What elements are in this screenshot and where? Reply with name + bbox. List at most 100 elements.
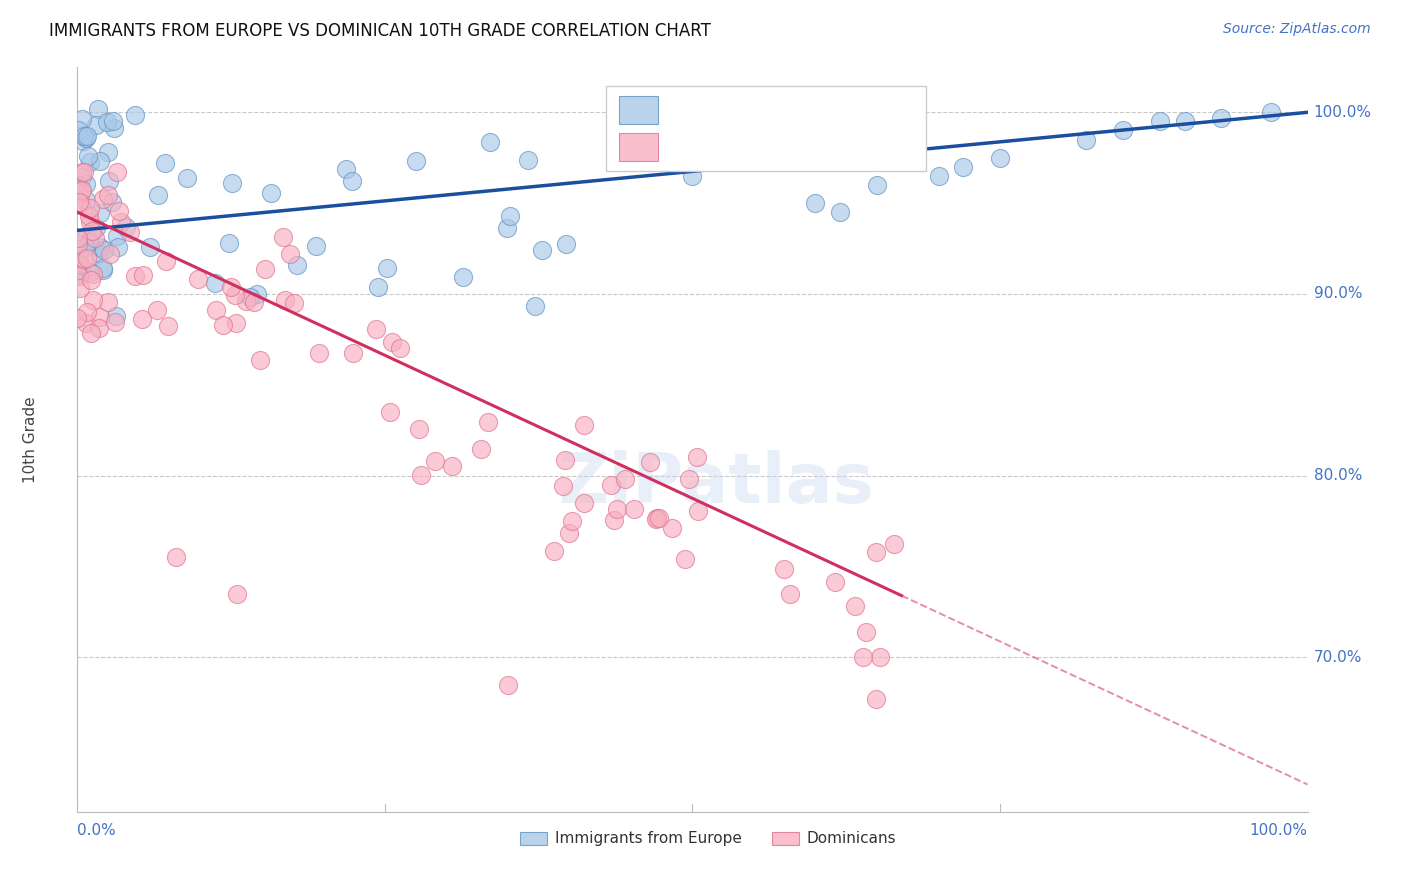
Point xyxy=(97,295,120,310)
Point xyxy=(381,334,404,349)
Point xyxy=(1174,114,1197,128)
Point xyxy=(156,318,179,333)
Point xyxy=(988,151,1011,165)
Text: ZiPatlas: ZiPatlas xyxy=(560,450,875,517)
Point xyxy=(82,267,104,281)
FancyBboxPatch shape xyxy=(772,832,800,846)
Point xyxy=(84,221,107,235)
Point xyxy=(89,239,111,253)
Point xyxy=(70,165,93,179)
Point xyxy=(67,268,90,282)
Point xyxy=(855,625,877,640)
Text: R =  0.355: R = 0.355 xyxy=(671,101,766,120)
Point xyxy=(89,206,111,220)
Point xyxy=(76,129,98,144)
Text: 10th Grade: 10th Grade xyxy=(22,396,38,483)
Point xyxy=(67,237,90,252)
Point xyxy=(558,526,581,541)
Point xyxy=(603,513,626,527)
Point xyxy=(865,691,887,706)
Point xyxy=(477,415,499,429)
Point xyxy=(97,174,120,188)
Point xyxy=(516,153,538,167)
Point xyxy=(224,288,246,302)
Point xyxy=(645,511,668,525)
Point xyxy=(165,550,187,565)
Point xyxy=(145,303,167,318)
Point xyxy=(779,587,801,601)
Point xyxy=(551,479,574,493)
Point xyxy=(271,230,294,244)
Point xyxy=(661,521,683,535)
Point xyxy=(67,258,90,272)
Point xyxy=(187,272,209,286)
Point xyxy=(87,246,110,260)
Point xyxy=(844,599,866,613)
Point xyxy=(342,346,364,360)
Text: Immigrants from Europe: Immigrants from Europe xyxy=(555,831,741,846)
Point xyxy=(824,575,846,590)
Point xyxy=(555,237,578,252)
Point xyxy=(772,562,794,576)
Point xyxy=(928,169,950,183)
Point xyxy=(572,418,595,433)
Point xyxy=(70,183,93,197)
Point xyxy=(105,310,128,324)
Point xyxy=(89,310,111,324)
Point xyxy=(105,229,128,244)
Point xyxy=(87,102,110,116)
Point xyxy=(69,184,91,198)
Point xyxy=(561,514,583,528)
Point xyxy=(93,192,115,206)
Point xyxy=(70,169,93,184)
Text: 90.0%: 90.0% xyxy=(1313,286,1362,301)
Point xyxy=(883,537,905,551)
Point xyxy=(335,161,357,176)
Point xyxy=(1112,123,1135,137)
Point xyxy=(139,240,162,254)
Text: Source: ZipAtlas.com: Source: ZipAtlas.com xyxy=(1223,22,1371,37)
Point xyxy=(499,210,522,224)
Text: IMMIGRANTS FROM EUROPE VS DOMINICAN 10TH GRADE CORRELATION CHART: IMMIGRANTS FROM EUROPE VS DOMINICAN 10TH… xyxy=(49,22,711,40)
Point xyxy=(367,279,389,293)
Point xyxy=(554,453,576,467)
Point xyxy=(205,302,228,317)
Point xyxy=(274,293,297,307)
Point xyxy=(76,251,98,265)
Text: 100.0%: 100.0% xyxy=(1250,822,1308,838)
Point xyxy=(673,551,696,566)
Point xyxy=(87,321,110,335)
Point xyxy=(75,131,97,145)
Text: R = -0.531: R = -0.531 xyxy=(671,138,768,156)
Point xyxy=(280,246,302,260)
Point xyxy=(79,265,101,279)
Text: 70.0%: 70.0% xyxy=(1313,649,1362,665)
Point xyxy=(246,287,269,301)
Point xyxy=(212,318,235,333)
Point xyxy=(75,177,97,191)
Point xyxy=(75,316,97,330)
Point xyxy=(131,312,153,326)
Point xyxy=(451,270,474,285)
Point xyxy=(308,345,330,359)
Point xyxy=(72,134,94,148)
Point xyxy=(804,196,827,211)
Point xyxy=(496,677,519,691)
Point xyxy=(107,239,129,253)
Point xyxy=(66,178,89,193)
Point xyxy=(686,450,709,464)
Point xyxy=(84,118,107,132)
FancyBboxPatch shape xyxy=(619,133,658,161)
Point xyxy=(1211,111,1233,125)
Point xyxy=(89,154,111,169)
Point xyxy=(124,108,146,122)
Point xyxy=(101,195,124,210)
Point xyxy=(405,154,427,169)
Text: 0.0%: 0.0% xyxy=(77,822,117,838)
Point xyxy=(76,193,98,207)
Point xyxy=(77,235,100,249)
Point xyxy=(104,315,127,329)
Point xyxy=(409,467,432,482)
Point xyxy=(66,231,89,245)
Point xyxy=(866,178,889,192)
